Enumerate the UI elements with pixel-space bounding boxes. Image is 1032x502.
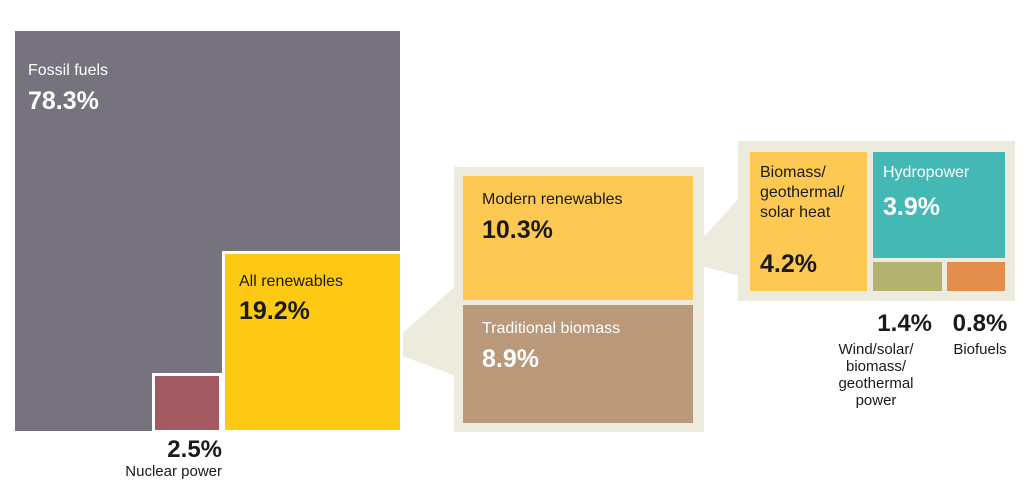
traditional-biomass-box: Traditional biomass 8.9%: [463, 305, 693, 423]
heat-label-line-1: Biomass/: [760, 164, 826, 181]
wind-solar-power-annotation: 1.4% Wind/solar/ biomass/ geothermal pow…: [820, 310, 932, 410]
nuclear-power-box: [152, 373, 222, 433]
hydropower-label: Hydropower: [883, 164, 970, 181]
modern-renewables-box: Modern renewables 10.3%: [463, 176, 693, 300]
wind-solar-label-line-2: biomass/: [845, 358, 907, 375]
all-renewables-box: All renewables 19.2%: [222, 251, 403, 433]
wind-solar-label-line-4: power: [855, 392, 897, 409]
heat-label-line-2: geothermal/: [760, 184, 845, 201]
all-renewables-label: All renewables: [239, 273, 344, 290]
hydropower-value: 3.9%: [883, 193, 940, 221]
nuclear-power-value: 2.5%: [167, 436, 222, 463]
biofuels-value: 0.8%: [952, 310, 1008, 337]
wind-solar-power-box: [873, 262, 942, 291]
heat-value: 4.2%: [760, 250, 817, 278]
traditional-biomass-label: Traditional biomass: [482, 320, 621, 337]
biofuels-annotation: 0.8% Biofuels: [940, 310, 1020, 359]
biofuels-box: [947, 262, 1005, 291]
biomass-geothermal-solar-heat-box: Biomass/ geothermal/ solar heat 4.2%: [750, 152, 867, 291]
traditional-biomass-value: 8.9%: [482, 345, 539, 373]
fossil-fuels-value: 78.3%: [28, 87, 99, 115]
modern-renewables-value: 10.3%: [482, 216, 553, 244]
nuclear-power-annotation: 2.5% Nuclear power: [90, 436, 222, 481]
wind-solar-label-line-3: geothermal: [838, 375, 914, 392]
hydropower-box: Hydropower 3.9%: [873, 152, 1005, 258]
wind-solar-power-value: 1.4%: [877, 310, 932, 337]
modern-renewables-label: Modern renewables: [482, 191, 623, 208]
wind-solar-label-line-1: Wind/solar/: [838, 341, 914, 358]
heat-label-line-3: solar heat: [760, 204, 831, 221]
all-renewables-value: 19.2%: [239, 297, 310, 325]
biofuels-label: Biofuels: [953, 341, 1007, 358]
nuclear-power-label: Nuclear power: [125, 463, 222, 480]
fossil-fuels-label: Fossil fuels: [28, 62, 109, 79]
